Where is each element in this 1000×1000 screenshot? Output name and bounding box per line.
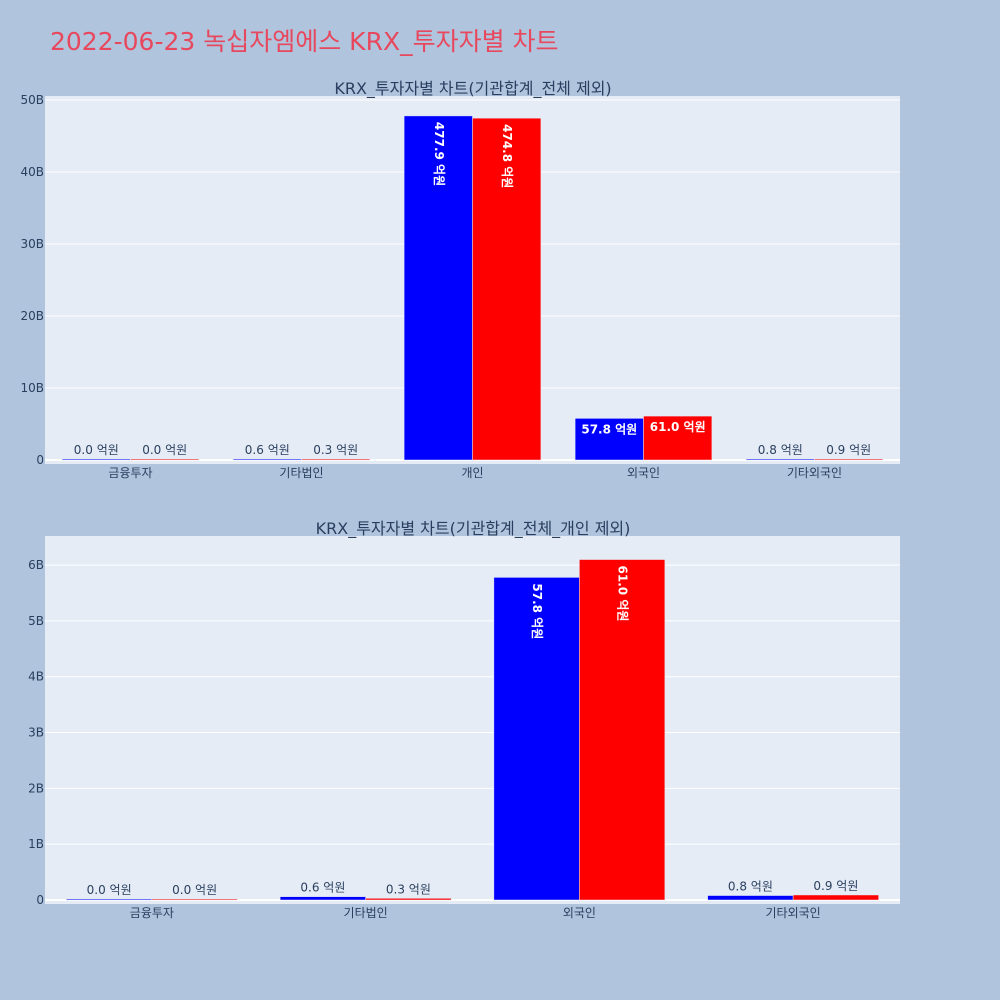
data-label: 0.3 억원 — [313, 443, 358, 457]
bar[interactable] — [707, 895, 794, 901]
bar[interactable] — [365, 898, 452, 901]
bar[interactable] — [279, 896, 366, 901]
data-label: 57.8 억원 — [530, 583, 544, 639]
bar[interactable] — [130, 458, 200, 461]
x-tick-label: 금융투자 — [130, 906, 174, 920]
data-label: 477.9 억원 — [432, 122, 446, 186]
plot-area — [45, 536, 900, 904]
data-label: 474.8 억원 — [500, 124, 514, 188]
data-label: 0.6 억원 — [245, 443, 290, 457]
y-tick-label: 50B — [20, 93, 44, 107]
data-label: 0.6 억원 — [300, 881, 345, 895]
chart-title: KRX_투자자별 차트(기관합계_전체 제외) — [334, 79, 611, 99]
x-tick-label: 금융투자 — [108, 466, 152, 480]
x-tick-label: 기타외국인 — [766, 906, 821, 920]
y-tick-label: 40B — [20, 165, 44, 179]
bar[interactable] — [643, 415, 713, 461]
data-label: 57.8 억원 — [581, 422, 637, 436]
data-label: 0.9 억원 — [826, 443, 871, 457]
y-tick-label: 2B — [28, 781, 44, 795]
x-tick-label: 개인 — [461, 466, 483, 480]
data-label: 0.0 억원 — [87, 883, 132, 897]
bar[interactable] — [493, 577, 580, 901]
y-tick-label: 5B — [28, 614, 44, 628]
bar[interactable] — [472, 117, 542, 461]
chart-investor-all: 0 10B 20B 30B 40B 50B KRX_투자자별 차트(기관합계_전체 제외) 금… — [20, 79, 900, 480]
y-tick-label: 20B — [20, 309, 44, 323]
y-tick-label: 3B — [28, 726, 44, 740]
x-tick-label: 외국인 — [627, 466, 660, 480]
bar[interactable] — [579, 559, 666, 901]
x-tick-label: 외국인 — [563, 906, 596, 920]
data-label: 0.3 억원 — [386, 882, 431, 896]
bar[interactable] — [403, 115, 473, 461]
chart-title: KRX_투자자별 차트(기관합계_전체_개인 제외) — [316, 519, 631, 539]
bar[interactable] — [66, 898, 153, 901]
y-tick-label: 0 — [36, 893, 44, 907]
bar[interactable] — [151, 898, 238, 901]
y-tick-label: 10B — [20, 381, 44, 395]
x-tick-label: 기타법인 — [344, 906, 388, 920]
data-label: 0.8 억원 — [728, 880, 773, 894]
bar[interactable] — [301, 458, 371, 461]
data-label: 0.0 억원 — [172, 883, 217, 897]
y-tick-label: 1B — [28, 837, 44, 851]
page-title: 2022-06-23 녹십자엠에스 KRX_투자자별 차트 — [50, 27, 559, 56]
y-tick-label: 30B — [20, 237, 44, 251]
bar[interactable] — [792, 894, 879, 901]
x-tick-label: 기타외국인 — [787, 466, 842, 480]
x-tick-label: 기타법인 — [279, 466, 323, 480]
y-tick-label: 4B — [28, 670, 44, 684]
bar[interactable] — [814, 458, 884, 461]
data-label: 0.8 억원 — [758, 443, 803, 457]
data-label: 0.0 억원 — [74, 443, 119, 457]
bar[interactable] — [574, 418, 644, 461]
y-tick-label: 6B — [28, 558, 44, 572]
data-label: 61.0 억원 — [650, 420, 706, 434]
data-label: 61.0 억원 — [616, 566, 630, 622]
y-tick-label: 0 — [36, 453, 44, 467]
data-label: 0.9 억원 — [813, 879, 858, 893]
data-label: 0.0 억원 — [142, 443, 187, 457]
